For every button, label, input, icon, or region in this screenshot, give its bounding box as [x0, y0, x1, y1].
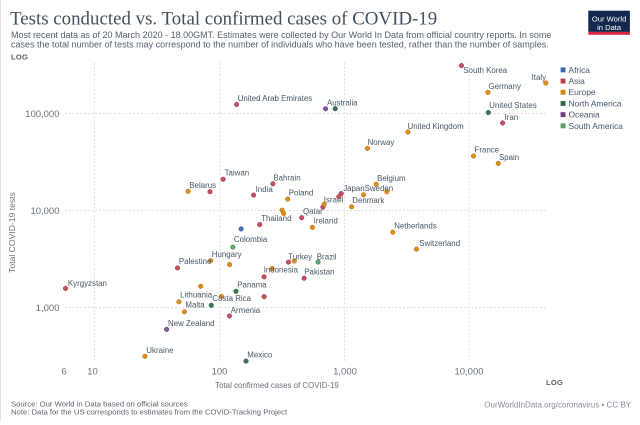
svg-text:LOG: LOG — [546, 378, 563, 387]
svg-text:Ireland: Ireland — [314, 216, 338, 225]
svg-text:New Zealand: New Zealand — [168, 319, 215, 328]
svg-text:Note: Data for the US correspo: Note: Data for the US corresponds to est… — [11, 408, 288, 417]
svg-text:Most recent data as of 20 Marc: Most recent data as of 20 March 2020 - 1… — [11, 30, 551, 40]
svg-text:South America: South America — [569, 121, 624, 131]
svg-text:Source: Our World in Data base: Source: Our World in Data based on offic… — [11, 400, 188, 409]
svg-text:Taiwan: Taiwan — [225, 169, 250, 178]
svg-text:in Data: in Data — [597, 23, 622, 32]
svg-text:South Korea: South Korea — [463, 66, 507, 75]
svg-text:Switzerland: Switzerland — [419, 239, 460, 248]
svg-text:Thailand: Thailand — [261, 214, 291, 223]
svg-text:Japan: Japan — [343, 184, 365, 193]
svg-text:10,000: 10,000 — [454, 366, 483, 377]
svg-text:United Kingdom: United Kingdom — [408, 122, 465, 131]
svg-text:1,000: 1,000 — [333, 366, 357, 377]
svg-text:Mexico: Mexico — [247, 350, 273, 359]
svg-text:Asia: Asia — [569, 76, 586, 86]
svg-text:Denmark: Denmark — [352, 196, 384, 205]
svg-text:Kyrgyzstan: Kyrgyzstan — [68, 279, 107, 288]
svg-text:Israel: Israel — [324, 195, 344, 204]
svg-text:Turkey: Turkey — [288, 253, 312, 262]
svg-text:cases the total number of test: cases the total number of tests may corr… — [11, 39, 549, 49]
svg-text:1,000: 1,000 — [36, 303, 60, 314]
svg-text:LOG: LOG — [11, 53, 28, 62]
svg-text:Lithuania: Lithuania — [180, 291, 213, 300]
svg-text:France: France — [475, 146, 500, 155]
svg-text:Total COVID-19 tests: Total COVID-19 tests — [7, 192, 17, 273]
svg-text:Africa: Africa — [569, 65, 591, 75]
svg-text:Australia: Australia — [327, 98, 358, 107]
svg-text:Costa Rica: Costa Rica — [212, 294, 251, 303]
svg-text:Europe: Europe — [569, 87, 596, 97]
svg-text:Italy: Italy — [532, 73, 547, 82]
svg-text:100,000: 100,000 — [25, 109, 59, 120]
svg-text:Palestine: Palestine — [179, 257, 212, 266]
svg-text:Total confirmed cases of COVID: Total confirmed cases of COVID-19 — [215, 381, 339, 390]
svg-text:Ukraine: Ukraine — [146, 346, 174, 355]
svg-text:Brazil: Brazil — [317, 253, 337, 262]
svg-text:Germany: Germany — [489, 82, 522, 91]
svg-text:North America: North America — [569, 98, 622, 108]
svg-text:Armenia: Armenia — [231, 306, 261, 315]
svg-text:Colombia: Colombia — [234, 235, 268, 244]
svg-text:Panama: Panama — [237, 280, 267, 289]
svg-text:Hungary: Hungary — [212, 250, 242, 259]
svg-text:Norway: Norway — [368, 138, 395, 147]
svg-text:Bahrain: Bahrain — [273, 174, 300, 183]
svg-text:Our World: Our World — [592, 15, 626, 24]
svg-text:Belgium: Belgium — [377, 174, 406, 183]
svg-text:Sweden: Sweden — [365, 184, 394, 193]
svg-text:Belarus: Belarus — [189, 181, 216, 190]
svg-text:India: India — [256, 185, 274, 194]
svg-text:Malta: Malta — [185, 301, 205, 310]
svg-text:10: 10 — [87, 366, 98, 377]
svg-text:Netherlands: Netherlands — [394, 222, 437, 231]
svg-text:United Arab Emirates: United Arab Emirates — [238, 94, 313, 103]
svg-text:Spain: Spain — [499, 153, 519, 162]
svg-text:Tests conducted vs. Total conf: Tests conducted vs. Total confirmed case… — [10, 9, 437, 30]
svg-text:Poland: Poland — [289, 189, 314, 198]
svg-text:Qatar: Qatar — [303, 207, 323, 216]
svg-text:100: 100 — [212, 366, 228, 377]
svg-text:Oceania: Oceania — [569, 110, 601, 120]
svg-text:OurWorldInData.org/coronavirus: OurWorldInData.org/coronavirus • CC BY — [484, 401, 631, 410]
svg-text:United States: United States — [489, 101, 536, 110]
svg-text:Indonesia: Indonesia — [264, 265, 299, 274]
svg-text:Iran: Iran — [505, 113, 519, 122]
svg-text:Pakistan: Pakistan — [304, 268, 334, 277]
svg-text:10,000: 10,000 — [30, 206, 59, 217]
svg-text:6: 6 — [61, 366, 66, 377]
